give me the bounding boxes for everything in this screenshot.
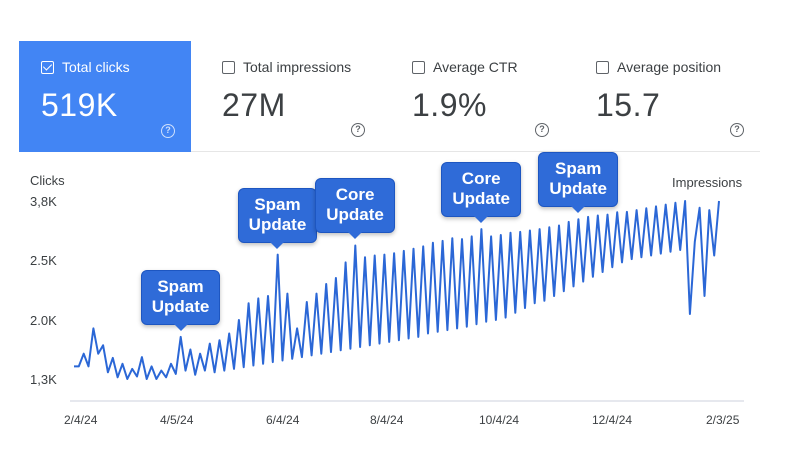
checkbox-icon[interactable] [412,60,425,74]
annotation-bubble[interactable]: Core Update [441,162,521,224]
metric-label: Average position [617,59,722,75]
annotation-line1: Spam [555,159,602,179]
x-tick-label: 2/3/25 [706,413,740,427]
y-tick-label: 2.0K [30,313,57,328]
clicks-series-line [74,200,720,380]
x-tick-label: 4/5/24 [160,413,194,427]
y2-axis-title: Impressions [672,175,743,190]
metric-average-ctr[interactable]: Average CTR 1.9% ? [381,41,565,152]
y-tick-label: 1,3K [30,372,57,387]
y-axis-title: Clicks [30,173,65,188]
x-tick-label: 12/4/24 [592,413,633,427]
annotation-line2: Update [151,296,210,316]
metric-label-row: Total clicks [41,59,130,75]
y-tick-label: 2.5K [30,253,57,268]
metric-label: Average CTR [433,59,518,75]
checkbox-icon[interactable] [222,60,235,74]
help-icon[interactable]: ? [161,124,175,138]
checkbox-checked-icon[interactable] [41,60,54,74]
metric-average-position[interactable]: Average position 15.7 ? [565,41,760,152]
metrics-bar: Total clicks 519K ? Total impressions 27… [19,41,760,152]
annotation-bubble[interactable]: Spam Update [538,152,618,214]
annotation-bubble[interactable]: Core Update [315,178,395,240]
metric-total-impressions[interactable]: Total impressions 27M ? [191,41,381,152]
metric-label-row: Total impressions [222,59,351,75]
x-tick-label: 10/4/24 [479,413,520,427]
metric-label-row: Average position [596,59,721,75]
checkbox-icon[interactable] [596,60,609,74]
metric-label-row: Average CTR [412,59,518,75]
metric-value: 27M [222,87,286,123]
annotation-line1: Core [335,185,375,205]
annotation-line2: Update [549,179,607,199]
annotation-bubble[interactable]: Spam Update [140,269,221,331]
metric-value: 1.9% [412,87,487,123]
annotation-line2: Update [248,214,307,234]
annotation-line1: Spam [157,276,204,296]
metric-value: 15.7 [596,87,661,123]
help-icon[interactable]: ? [730,123,744,137]
annotation-line2: Update [452,189,510,209]
x-tick-label: 8/4/24 [370,413,404,427]
annotation-line1: Core [461,169,501,189]
x-tick-label: 6/4/24 [266,413,300,427]
metric-label: Total clicks [62,59,130,75]
x-tick-label: 2/4/24 [64,413,98,427]
annotation-line1: Spam [254,194,301,214]
metric-total-clicks[interactable]: Total clicks 519K ? [19,41,191,152]
metric-value: 519K [41,87,118,123]
y-tick-label: 3,8K [30,194,57,209]
annotation-line2: Update [326,205,384,225]
help-icon[interactable]: ? [351,123,365,137]
help-icon[interactable]: ? [535,123,549,137]
annotation-bubble[interactable]: Spam Update [237,187,318,249]
metric-label: Total impressions [243,59,352,75]
